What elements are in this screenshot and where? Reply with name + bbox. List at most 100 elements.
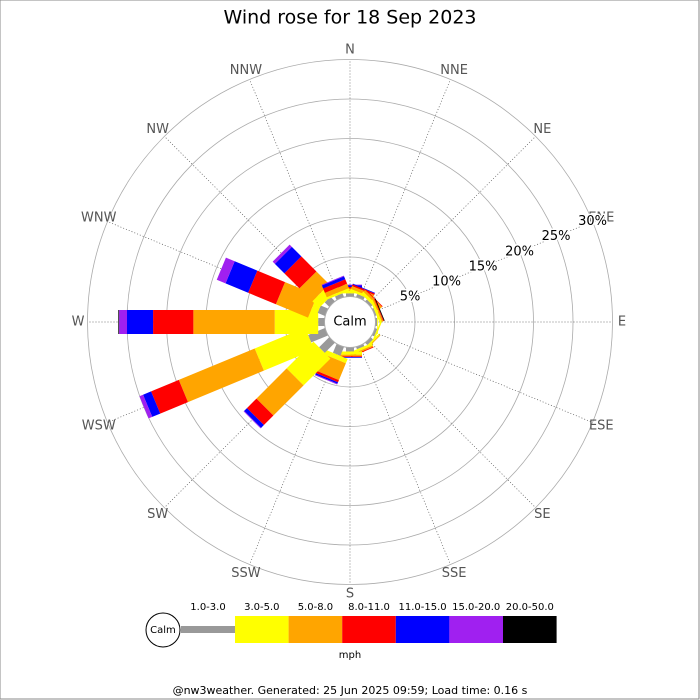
bar-segment: [274, 246, 302, 274]
direction-label: WNW: [81, 210, 117, 225]
bar-segment: [315, 373, 339, 384]
bar-segment: [335, 293, 344, 300]
bar-segment: [151, 379, 188, 414]
bar-segment: [143, 391, 161, 417]
bar-segment: [372, 328, 378, 337]
legend-swatch: [395, 616, 450, 643]
spoke: [249, 79, 341, 299]
legend-calm-circle: [145, 612, 181, 648]
bar-segment: [356, 344, 365, 350]
direction-label: NNE: [440, 63, 468, 78]
bar-segment: [246, 398, 274, 426]
bar-segment: [374, 298, 384, 322]
bar-segment: [352, 283, 376, 294]
legend-swatch: [503, 616, 557, 643]
legend-label: 11.0-15.0: [399, 602, 447, 613]
bar-segment: [319, 337, 335, 353]
ring-label: 25%: [542, 229, 571, 244]
bar-segment: [371, 321, 382, 345]
legend-swatch: [181, 626, 235, 633]
legend-calm-label: Calm: [150, 625, 176, 636]
bar-segment: [284, 256, 317, 289]
bar-segment: [153, 310, 194, 334]
bar-segment: [374, 298, 385, 321]
ring-label: 30%: [578, 214, 607, 229]
bar-segment: [178, 348, 264, 403]
bar-segment: [338, 351, 362, 355]
bar-segment: [370, 299, 382, 323]
bar-segment: [321, 276, 346, 289]
calm-circle: [324, 296, 376, 348]
legend-swatch: [342, 616, 396, 643]
legend-label: 3.0-5.0: [244, 602, 279, 613]
bar-segment: [346, 347, 354, 352]
legend-label: 8.0-11.0: [348, 602, 390, 613]
footer: @nw3weather. Generated: 25 Jun 2025 09:5…: [173, 684, 528, 697]
bar-segment: [377, 310, 378, 334]
bar-segment: [256, 368, 304, 416]
ring-label: 20%: [505, 244, 534, 259]
legend-label: 1.0-3.0: [190, 602, 225, 613]
direction-label: SE: [534, 507, 550, 522]
ring-label: 10%: [432, 275, 461, 290]
bar-segment: [248, 270, 286, 305]
bar-segment: [324, 283, 349, 298]
bar-segment: [365, 337, 374, 346]
bar-segment: [338, 354, 362, 357]
chart-title: Wind rose for 18 Sep 2023: [223, 7, 476, 29]
direction-label: WSW: [82, 419, 116, 434]
bar-segment: [314, 374, 338, 385]
legend-swatch: [235, 616, 289, 643]
spoke: [359, 345, 451, 565]
direction-label: NE: [533, 122, 551, 137]
spoke: [249, 345, 341, 565]
bar-segment: [352, 284, 375, 295]
direction-label: NNW: [230, 63, 262, 78]
direction-label: N: [345, 43, 355, 58]
bar-segment: [118, 310, 120, 334]
bar-segment: [308, 328, 328, 343]
spoke: [367, 136, 536, 305]
bar-segment: [318, 318, 325, 326]
bar-segment: [286, 341, 331, 386]
direction-label: SSE: [442, 566, 467, 581]
ring-label: 5%: [400, 290, 421, 305]
bar-segment: [372, 307, 377, 316]
legend-swatch: [449, 616, 503, 643]
bar-segment: [338, 356, 362, 357]
direction-label: SSW: [231, 566, 261, 581]
bar-segment: [326, 288, 350, 300]
bar-segment: [193, 310, 275, 334]
ring-label: 15%: [469, 259, 498, 274]
bar-segment: [372, 299, 384, 322]
bar-segment: [272, 244, 292, 264]
calm-label: Calm: [333, 315, 366, 330]
direction-label: NW: [146, 122, 169, 137]
bar-segment: [299, 271, 330, 302]
bar-segment: [323, 349, 348, 364]
bar-segment: [225, 261, 258, 293]
direction-label: SW: [147, 507, 168, 522]
spoke: [359, 79, 451, 299]
legend: Calm 1.0-3.0 3.0-5.0 5.0-8.0 8.0-11.0 11.0-15…: [145, 602, 557, 648]
ring: [87, 59, 613, 585]
bar-segment: [275, 282, 318, 318]
bar-segment: [323, 279, 348, 293]
bar-segment: [321, 275, 345, 286]
direction-label: E: [618, 315, 626, 330]
bar-segment: [365, 299, 373, 307]
direction-label: W: [72, 315, 85, 330]
bar-segment: [346, 293, 354, 297]
spoke: [367, 339, 536, 508]
legend-swatch: [288, 616, 343, 643]
bar-segment: [332, 344, 344, 356]
bar-segment: [315, 370, 339, 383]
bar-segment: [244, 408, 264, 428]
legend-label: 5.0-8.0: [298, 602, 333, 613]
bar-segment: [324, 296, 335, 307]
bar-segment: [139, 394, 153, 419]
bar-segment: [216, 257, 235, 284]
direction-label: ESE: [589, 419, 614, 434]
bar-segment: [243, 410, 262, 429]
